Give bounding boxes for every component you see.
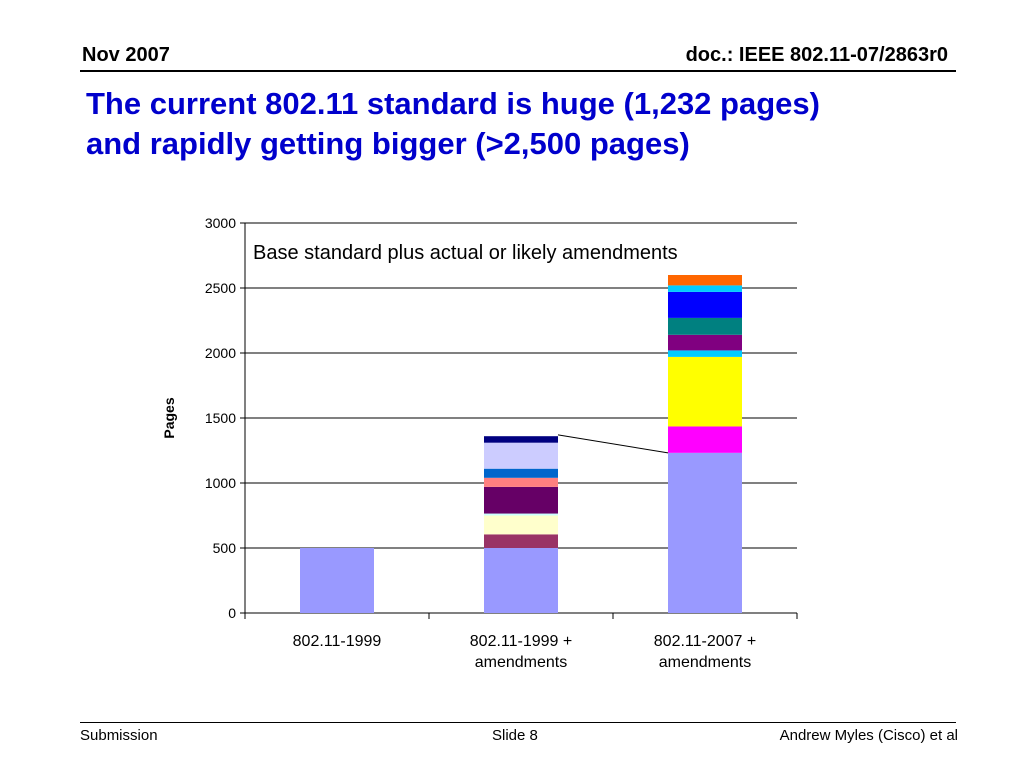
- chart-annotation: Base standard plus actual or likely amen…: [253, 242, 678, 264]
- bar-segment: [484, 436, 558, 443]
- bar-segment: [668, 291, 742, 318]
- x-category-label: amendments: [659, 654, 752, 671]
- bar-segment: [484, 486, 558, 514]
- header-date: Nov 2007: [82, 44, 170, 66]
- bar-segment: [484, 442, 558, 469]
- bar-segment: [484, 477, 558, 487]
- y-tick-label: 500: [213, 540, 237, 556]
- slide-title: The current 802.11 standard is huge (1,2…: [86, 84, 966, 164]
- bar-segment: [668, 334, 742, 351]
- y-tick-label: 0: [228, 605, 236, 621]
- bar-segment: [668, 426, 742, 453]
- y-tick-label: 3000: [205, 215, 236, 231]
- header-divider: [80, 70, 956, 72]
- bar-segment: [668, 350, 742, 357]
- bar-segment: [668, 452, 742, 613]
- annotation-background: [249, 235, 799, 267]
- bar-segment: [484, 515, 558, 535]
- y-axis-label: Pages: [161, 397, 177, 438]
- bar-segment: [484, 513, 558, 516]
- bar-segment: [484, 548, 558, 613]
- bar-segment: [668, 356, 742, 427]
- footer-divider: [80, 722, 956, 723]
- bar-segment: [668, 275, 742, 286]
- slide-title-line-1: The current 802.11 standard is huge (1,2…: [86, 86, 820, 121]
- x-category-label: 802.11-1999 +: [470, 633, 572, 650]
- y-tick-label: 1000: [205, 475, 236, 491]
- slide-title-line-2: and rapidly getting bigger (>2,500 pages…: [86, 126, 690, 161]
- y-tick-label: 1500: [205, 410, 236, 426]
- footer-slide-number: Slide 8: [492, 727, 538, 744]
- x-category-label: amendments: [475, 654, 568, 671]
- x-category-label: 802.11-1999: [293, 633, 382, 650]
- header-doc-id: doc.: IEEE 802.11-07/2863r0: [685, 44, 948, 66]
- bar-segment: [300, 548, 374, 613]
- connector-line: [557, 434, 669, 454]
- bar-segment: [484, 534, 558, 548]
- footer-submission: Submission: [80, 727, 158, 744]
- footer-author: Andrew Myles (Cisco) et al: [779, 727, 958, 744]
- x-category-label: 802.11-2007 +: [654, 633, 756, 650]
- bar-segment: [484, 468, 558, 478]
- y-tick-label: 2000: [205, 345, 236, 361]
- bar-segment: [668, 285, 742, 292]
- bar-segment: [668, 317, 742, 335]
- y-tick-label: 2500: [205, 280, 236, 296]
